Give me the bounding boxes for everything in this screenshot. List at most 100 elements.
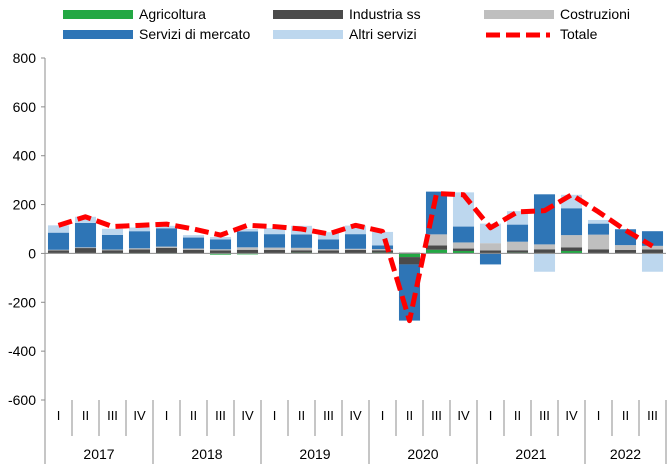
year-label: 2018 <box>191 446 222 462</box>
bar-industria-ss-0 <box>47 250 70 253</box>
quarter-label: II <box>298 408 305 423</box>
bar-costruzioni-3 <box>128 248 151 250</box>
y-tick-label: 600 <box>13 99 37 115</box>
bar-servizi-di-mercato-8 <box>263 234 286 248</box>
bar-industria-ss-16 <box>479 250 502 253</box>
bar-altri-servizi-20 <box>587 219 610 224</box>
bar-industria-ss-1 <box>74 248 97 253</box>
quarter-label: I <box>273 408 277 423</box>
bar-costruzioni-17 <box>506 241 529 251</box>
bar-altri-servizi-18 <box>533 253 556 272</box>
bar-servizi-di-mercato-11 <box>344 234 367 249</box>
year-label: 2022 <box>610 446 641 462</box>
quarter-label: III <box>107 408 118 423</box>
legend-swatch <box>273 30 343 39</box>
quarter-label: III <box>431 408 442 423</box>
bar-servizi-di-mercato-3 <box>128 231 151 249</box>
bar-servizi-di-mercato-4 <box>155 228 178 247</box>
legend-item-industria-ss: Industria ss <box>273 6 421 22</box>
bar-industria-ss-14 <box>425 245 448 250</box>
bar-costruzioni-8 <box>263 247 286 251</box>
bar-industria-ss-6 <box>209 250 232 254</box>
bar-altri-servizi-12 <box>371 231 394 246</box>
year-label: 2021 <box>515 446 546 462</box>
bar-altri-servizi-3 <box>128 227 151 232</box>
bar-industria-ss-7 <box>236 249 259 254</box>
quarter-label: II <box>406 408 413 423</box>
bar-costruzioni-5 <box>182 248 205 250</box>
bar-altri-servizi-5 <box>182 235 205 238</box>
bar-altri-servizi-10 <box>317 232 340 240</box>
bar-altri-servizi-1 <box>74 216 97 223</box>
bar-agricoltura-19 <box>560 250 583 254</box>
legend-item-totale: Totale <box>486 26 598 42</box>
bar-costruzioni-1 <box>74 247 97 249</box>
bar-altri-servizi-0 <box>47 225 70 233</box>
bar-altri-servizi-8 <box>263 228 286 235</box>
legend-swatch <box>484 10 554 19</box>
bar-costruzioni-10 <box>317 249 340 251</box>
year-label: 2020 <box>407 446 438 462</box>
bar-industria-ss-11 <box>344 250 367 253</box>
quarter-label: IV <box>349 408 362 423</box>
bars <box>47 191 664 321</box>
year-label: 2019 <box>299 446 330 462</box>
bar-agricoltura-13 <box>398 253 421 258</box>
bar-servizi-di-mercato-19 <box>560 208 583 236</box>
quarter-label: II <box>82 408 89 423</box>
legend-label: Servizi di mercato <box>139 26 250 42</box>
y-tick-label: -400 <box>8 343 36 359</box>
bar-costruzioni-21 <box>614 245 637 251</box>
bar-servizi-di-mercato-12 <box>371 245 394 250</box>
quarter-label: III <box>539 408 550 423</box>
quarter-label: III <box>323 408 334 423</box>
bar-costruzioni-11 <box>344 248 367 251</box>
legend-item-costruzioni: Costruzioni <box>484 6 630 22</box>
bar-costruzioni-0 <box>47 249 70 251</box>
bar-servizi-di-mercato-7 <box>236 231 259 248</box>
quarter-label: I <box>597 408 601 423</box>
bar-industria-ss-19 <box>560 247 583 251</box>
bar-industria-ss-3 <box>128 249 151 254</box>
bar-altri-servizi-7 <box>236 229 259 232</box>
bar-industria-ss-4 <box>155 247 178 254</box>
bar-costruzioni-4 <box>155 246 178 248</box>
bar-servizi-di-mercato-15 <box>452 226 475 243</box>
bar-servizi-di-mercato-0 <box>47 232 70 250</box>
quarter-label: IV <box>133 408 146 423</box>
bar-costruzioni-12 <box>371 249 394 251</box>
bar-servizi-di-mercato-20 <box>587 223 610 235</box>
bar-costruzioni-9 <box>290 247 313 251</box>
y-tick-label: 200 <box>13 197 37 213</box>
legend-item-servizi-di-mercato: Servizi di mercato <box>63 26 250 42</box>
y-tick-label: 800 <box>13 50 37 66</box>
bar-servizi-di-mercato-1 <box>74 222 97 248</box>
legend-item-agricoltura: Agricoltura <box>63 6 206 22</box>
quarter-label: I <box>381 408 385 423</box>
total-line <box>57 191 654 324</box>
bar-industria-ss-18 <box>533 249 556 253</box>
legend-label: Agricoltura <box>139 6 206 22</box>
bar-costruzioni-16 <box>479 243 502 251</box>
bar-servizi-di-mercato-2 <box>101 234 124 250</box>
bar-industria-ss-22 <box>641 249 664 254</box>
bar-servizi-di-mercato-9 <box>290 234 313 248</box>
quarter-label: IV <box>565 408 578 423</box>
bar-agricoltura-14 <box>425 249 448 254</box>
bar-costruzioni-14 <box>425 234 448 246</box>
legend-label: Costruzioni <box>560 6 630 22</box>
quarter-label: IV <box>457 408 470 423</box>
bar-altri-servizi-16 <box>479 223 502 244</box>
bar-altri-servizi-22 <box>641 253 664 272</box>
bar-altri-servizi-4 <box>155 225 178 229</box>
bar-industria-ss-21 <box>614 250 637 253</box>
bar-industria-ss-5 <box>182 249 205 254</box>
bar-costruzioni-22 <box>641 245 664 250</box>
quarter-label: I <box>57 408 61 423</box>
bar-agricoltura-15 <box>452 250 475 254</box>
bar-costruzioni-19 <box>560 235 583 248</box>
legend-item-altri-servizi: Altri servizi <box>273 26 417 42</box>
axes: 800 600 400 200 0 -200 -400 -600 <box>8 50 666 408</box>
bar-industria-ss-9 <box>290 250 313 253</box>
